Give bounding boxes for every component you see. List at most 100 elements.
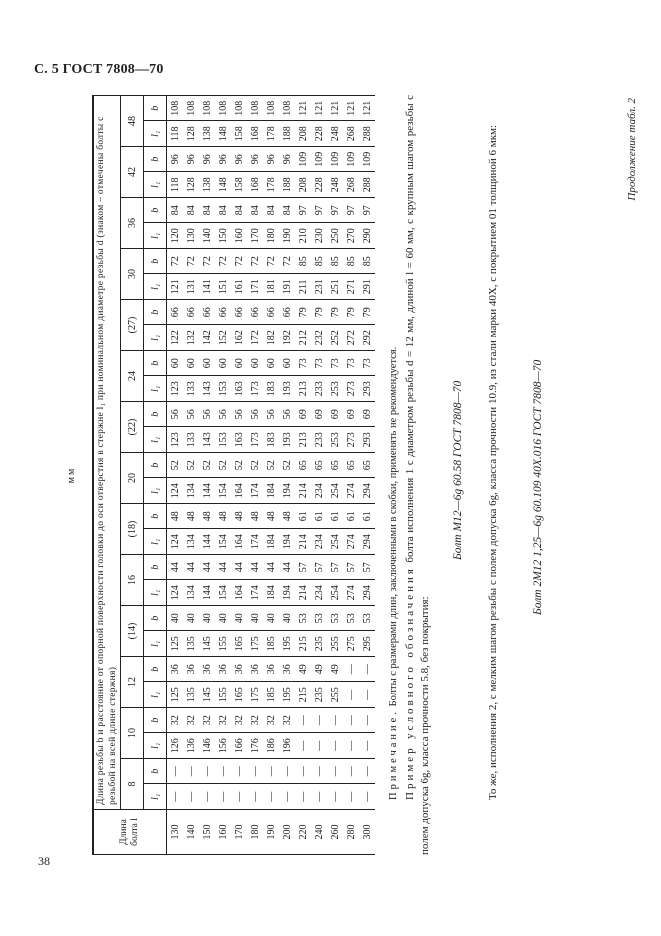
b-cell: 69 bbox=[343, 401, 359, 427]
b-cell: 79 bbox=[327, 299, 343, 325]
b-cell: — bbox=[359, 758, 375, 784]
l1-cell: 191 bbox=[279, 274, 295, 300]
b-cell: 96 bbox=[183, 146, 199, 172]
l1-cell: 291 bbox=[359, 274, 375, 300]
b-cell: — bbox=[343, 707, 359, 733]
table-continuation-label: Продолжение табл. 2 bbox=[626, 98, 638, 201]
table-row: 150— —146 32 145 36 145 40 144 44 144 48 144 52 143 56… bbox=[199, 95, 215, 855]
l1-cell: 150 bbox=[215, 223, 231, 249]
b-cell: — bbox=[311, 758, 327, 784]
l1-subheader: l₁ bbox=[143, 631, 167, 657]
b-cell: 60 bbox=[166, 350, 183, 376]
l1-cell: 118 bbox=[166, 172, 183, 198]
b-cell: 36 bbox=[199, 656, 215, 682]
b-cell: 48 bbox=[279, 503, 295, 529]
b-cell: 73 bbox=[359, 350, 375, 376]
l1-cell: 138 bbox=[199, 172, 215, 198]
l1-cell: 131 bbox=[183, 274, 199, 300]
b-cell: 73 bbox=[327, 350, 343, 376]
b-cell: 32 bbox=[166, 707, 183, 733]
length-cell: 260 bbox=[327, 809, 343, 855]
b-cell: 66 bbox=[231, 299, 247, 325]
b-cell: 108 bbox=[199, 95, 215, 121]
length-cell: 170 bbox=[231, 809, 247, 855]
b-cell: 36 bbox=[166, 656, 183, 682]
l1-cell: 155 bbox=[215, 631, 231, 657]
b-cell: 84 bbox=[231, 197, 247, 223]
b-cell: 48 bbox=[263, 503, 279, 529]
b-cell: 48 bbox=[166, 503, 183, 529]
l1-cell: 214 bbox=[295, 529, 311, 555]
b-cell: 84 bbox=[247, 197, 263, 223]
l1-cell: 185 bbox=[263, 682, 279, 708]
bolt-dimensions-table: Длина болта l Длина резьбы b и расстояни… bbox=[92, 95, 375, 855]
l1-cell: 178 bbox=[263, 172, 279, 198]
b-cell: 36 bbox=[231, 656, 247, 682]
b-cell: 66 bbox=[183, 299, 199, 325]
l1-cell: 121 bbox=[166, 274, 183, 300]
b-cell: 109 bbox=[295, 146, 311, 172]
l1-subheader: l₁ bbox=[143, 376, 167, 402]
b-cell: 69 bbox=[359, 401, 375, 427]
b-cell: 69 bbox=[311, 401, 327, 427]
diameter-header: (27) bbox=[120, 299, 144, 351]
l1-cell: 158 bbox=[231, 121, 247, 147]
l1-cell: 190 bbox=[279, 223, 295, 249]
length-cell: 240 bbox=[311, 809, 327, 855]
l1-cell: 124 bbox=[166, 529, 183, 555]
l1-cell: 194 bbox=[279, 478, 295, 504]
diameter-header: 12 bbox=[120, 656, 144, 708]
table-note: Примечание. Болты с размерами длин, закл… bbox=[386, 95, 401, 855]
b-cell: 65 bbox=[311, 452, 327, 478]
l1-cell: 162 bbox=[231, 325, 247, 351]
l1-cell: 196 bbox=[279, 733, 295, 759]
b-cell: 72 bbox=[166, 248, 183, 274]
l1-cell: 176 bbox=[247, 733, 263, 759]
b-cell: 73 bbox=[295, 350, 311, 376]
l1-cell: 248 bbox=[327, 172, 343, 198]
b-cell: 56 bbox=[199, 401, 215, 427]
b-cell: 60 bbox=[263, 350, 279, 376]
l1-cell: 153 bbox=[215, 427, 231, 453]
b-cell: 32 bbox=[279, 707, 295, 733]
b-cell: 40 bbox=[231, 605, 247, 631]
b-cell: 44 bbox=[263, 554, 279, 580]
b-cell: 52 bbox=[247, 452, 263, 478]
b-cell: 48 bbox=[231, 503, 247, 529]
diameter-header: 10 bbox=[120, 707, 144, 759]
l1-cell: 145 bbox=[199, 631, 215, 657]
l1-cell: — bbox=[183, 784, 199, 810]
l1-cell: 268 bbox=[343, 121, 359, 147]
b-cell: — bbox=[359, 707, 375, 733]
l1-cell: 184 bbox=[263, 478, 279, 504]
b-cell: 60 bbox=[215, 350, 231, 376]
l1-cell: 235 bbox=[311, 682, 327, 708]
l1-cell: 152 bbox=[215, 325, 231, 351]
example-paragraph-2: То же, исполнения 2, с мелким шагом резь… bbox=[487, 124, 499, 800]
diameter-header: 20 bbox=[120, 452, 144, 504]
b-subheader: b bbox=[143, 554, 167, 580]
l1-subheader: l₁ bbox=[143, 274, 167, 300]
b-cell: 121 bbox=[295, 95, 311, 121]
b-subheader: b bbox=[143, 146, 167, 172]
b-cell: 44 bbox=[166, 554, 183, 580]
b-cell: 60 bbox=[199, 350, 215, 376]
b-cell: 49 bbox=[295, 656, 311, 682]
l1-cell: 273 bbox=[343, 376, 359, 402]
b-subheader: b bbox=[143, 350, 167, 376]
l1-cell: 234 bbox=[311, 478, 327, 504]
l1-cell: 148 bbox=[215, 172, 231, 198]
l1-cell: 124 bbox=[166, 478, 183, 504]
b-cell: 85 bbox=[311, 248, 327, 274]
b-cell: 84 bbox=[199, 197, 215, 223]
length-cell: 280 bbox=[343, 809, 359, 855]
l1-cell: 154 bbox=[215, 478, 231, 504]
b-cell: 97 bbox=[327, 197, 343, 223]
l1-cell: 124 bbox=[166, 580, 183, 606]
b-cell: 96 bbox=[231, 146, 247, 172]
l1-cell: 251 bbox=[327, 274, 343, 300]
length-column-header: Длина болта l bbox=[93, 809, 167, 855]
example-formula-1: Болт М12—6g 60.58 ГОСТ 7808—70 bbox=[452, 380, 464, 560]
b-cell: 108 bbox=[231, 95, 247, 121]
l1-cell: 144 bbox=[199, 529, 215, 555]
